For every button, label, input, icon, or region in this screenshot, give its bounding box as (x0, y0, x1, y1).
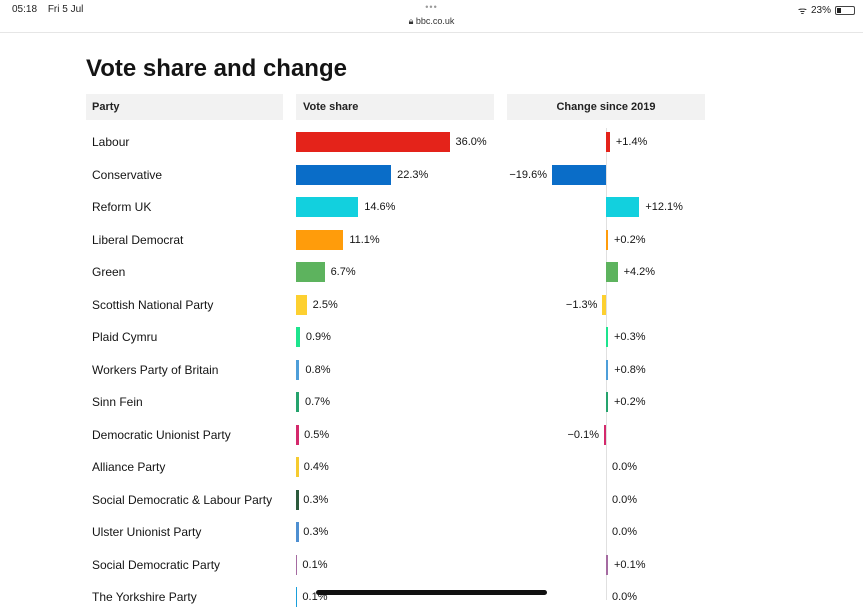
table-row: Workers Party of Britain 0.8% +0.8% (0, 354, 863, 386)
table-row: Reform UK 14.6% +12.1% (0, 191, 863, 223)
vote-share-bar (296, 425, 299, 445)
change-label: +1.4% (616, 126, 648, 158)
change-bar (604, 425, 606, 445)
change-bar (552, 165, 606, 185)
change-bar (606, 555, 608, 575)
vote-share-label: 2.5% (313, 289, 338, 321)
change-label: 0.0% (612, 484, 637, 516)
change-label: +0.2% (614, 386, 646, 418)
party-name: Social Democratic Party (92, 549, 220, 581)
vote-share-label: 0.7% (305, 386, 330, 418)
table-row: Conservative 22.3% −19.6% (0, 159, 863, 191)
party-name: Social Democratic & Labour Party (92, 484, 272, 516)
table-row: Green 6.7% +4.2% (0, 256, 863, 288)
vote-share-label: 22.3% (397, 159, 428, 191)
change-label: 0.0% (612, 451, 637, 483)
more-dots-icon[interactable]: ••• (0, 2, 863, 12)
change-bar (606, 132, 610, 152)
vote-share-label: 0.5% (304, 419, 329, 451)
battery-icon (835, 6, 855, 15)
table-row: Alliance Party 0.4% 0.0% (0, 451, 863, 483)
table-row: Plaid Cymru 0.9% +0.3% (0, 321, 863, 353)
vote-share-label: 0.8% (305, 354, 330, 386)
party-name: Plaid Cymru (92, 321, 157, 353)
party-name: Workers Party of Britain (92, 354, 218, 386)
vote-share-label: 0.4% (304, 451, 329, 483)
page-title: Vote share and change (86, 55, 347, 83)
change-label: +4.2% (624, 256, 656, 288)
vote-share-bar (296, 327, 300, 347)
column-header-party: Party (86, 94, 283, 120)
change-label: +0.3% (614, 321, 646, 353)
vote-share-bar (296, 360, 299, 380)
change-label: −0.1% (568, 419, 600, 451)
status-bar: 05:18 Fri 5 Jul ••• 🔒︎ bbc.co.uk ᯤ 23% (0, 0, 863, 33)
vote-share-bar (296, 165, 391, 185)
party-name: Conservative (92, 159, 162, 191)
change-label: +0.8% (614, 354, 646, 386)
change-bar (606, 262, 618, 282)
home-indicator[interactable] (316, 590, 547, 595)
change-label: +0.1% (614, 549, 646, 581)
table-row: Liberal Democrat 11.1% +0.2% (0, 224, 863, 256)
vote-share-bar (296, 230, 343, 250)
party-name: Scottish National Party (92, 289, 213, 321)
party-name: Labour (92, 126, 129, 158)
change-bar (602, 295, 606, 315)
table-row: Sinn Fein 0.7% +0.2% (0, 386, 863, 418)
vote-share-bar (296, 457, 299, 477)
vote-share-label: 0.1% (302, 581, 327, 613)
party-name: Green (92, 256, 125, 288)
table-row: Ulster Unionist Party 0.3% 0.0% (0, 516, 863, 548)
vote-share-label: 6.7% (331, 256, 356, 288)
table-row: Labour 36.0% +1.4% (0, 126, 863, 158)
change-label: −19.6% (509, 159, 547, 191)
status-right: ᯤ 23% (798, 3, 855, 17)
vote-share-label: 11.1% (349, 224, 379, 256)
vote-share-label: 36.0% (456, 126, 487, 158)
address-bar[interactable]: 🔒︎ bbc.co.uk (0, 16, 863, 27)
column-header-vote-share: Vote share (296, 94, 494, 120)
vote-share-label: 0.3% (303, 484, 328, 516)
vote-share-bar (296, 197, 358, 217)
vote-share-bar (296, 392, 299, 412)
change-label: −1.3% (566, 289, 598, 321)
change-bar (606, 327, 608, 347)
column-header-change: Change since 2019 (507, 94, 705, 120)
vote-share-bar (296, 490, 299, 510)
battery-fill (837, 8, 841, 13)
table-row: The Yorkshire Party 0.1% 0.0% (0, 581, 863, 613)
party-name: Alliance Party (92, 451, 165, 483)
vote-share-bar (296, 522, 299, 542)
wifi-icon: ᯤ (798, 3, 807, 17)
vote-share-label: 14.6% (364, 191, 395, 223)
change-label: 0.0% (612, 581, 637, 613)
table-row: Social Democratic Party 0.1% +0.1% (0, 549, 863, 581)
vote-share-label: 0.9% (306, 321, 331, 353)
party-name: Ulster Unionist Party (92, 516, 201, 548)
change-label: +12.1% (645, 191, 683, 223)
battery-percent: 23% (811, 5, 831, 16)
party-name: The Yorkshire Party (92, 581, 197, 613)
url-text: bbc.co.uk (416, 16, 455, 26)
table-row: Scottish National Party 2.5% −1.3% (0, 289, 863, 321)
change-label: +0.2% (614, 224, 646, 256)
change-bar (606, 360, 608, 380)
vote-share-bar (296, 132, 450, 152)
lock-icon: 🔒︎ (409, 16, 414, 26)
change-bar (606, 197, 639, 217)
vote-share-label: 0.1% (302, 549, 327, 581)
change-bar (606, 230, 608, 250)
table-row: Social Democratic & Labour Party 0.3% 0.0% (0, 484, 863, 516)
table-row: Democratic Unionist Party 0.5% −0.1% (0, 419, 863, 451)
vote-share-label: 0.3% (303, 516, 328, 548)
change-bar (606, 392, 608, 412)
party-name: Liberal Democrat (92, 224, 183, 256)
party-name: Sinn Fein (92, 386, 143, 418)
change-label: 0.0% (612, 516, 637, 548)
vote-share-bar (296, 262, 325, 282)
vote-share-bar (296, 295, 307, 315)
party-name: Reform UK (92, 191, 151, 223)
party-name: Democratic Unionist Party (92, 419, 231, 451)
